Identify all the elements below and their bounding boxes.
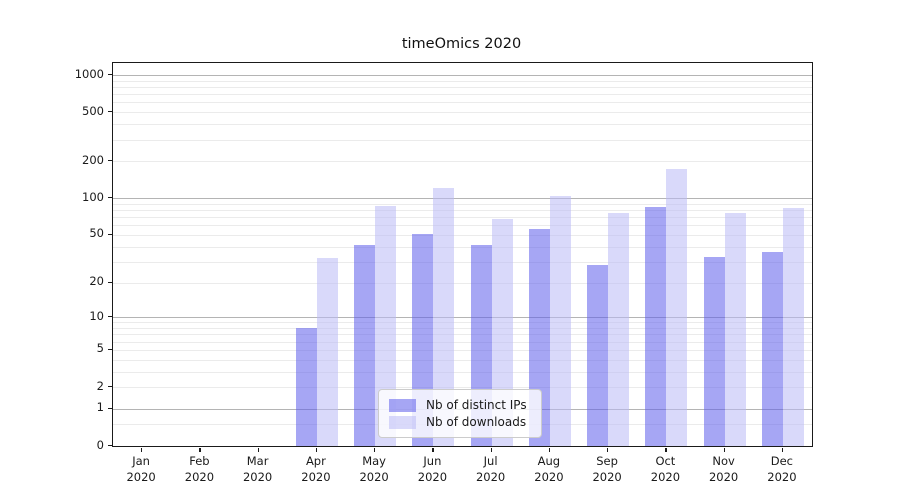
y-tick-mark xyxy=(108,316,112,318)
downloads-swatch xyxy=(389,415,416,429)
minor-gridline xyxy=(113,161,812,163)
x-tick-mark xyxy=(257,447,259,452)
y-tick-mark xyxy=(108,111,112,113)
downloads-bar-may xyxy=(375,206,397,446)
downloads-bar-aug xyxy=(549,195,571,446)
x-tick-mark xyxy=(374,447,376,452)
y-tick-mark xyxy=(108,281,112,283)
x-tick-mark xyxy=(199,447,201,452)
y-tick-label: 100 xyxy=(82,189,104,204)
minor-gridline xyxy=(113,234,812,236)
y-tick-label: 1000 xyxy=(74,66,104,81)
y-tick-mark xyxy=(108,407,112,409)
minor-gridline xyxy=(113,80,812,82)
y-tick-label: 0 xyxy=(96,437,104,452)
minor-gridline xyxy=(113,246,812,248)
y-tick-label: 20 xyxy=(89,274,104,288)
minor-gridline xyxy=(113,203,812,205)
distinct-ips-bar-dec xyxy=(761,252,783,446)
x-tick-label: Jul 2020 xyxy=(475,454,506,484)
minor-gridline xyxy=(113,225,812,227)
distinct-ips-swatch xyxy=(389,398,416,412)
x-tick-mark xyxy=(781,447,784,452)
y-tick-label: 500 xyxy=(82,103,104,118)
minor-gridline xyxy=(113,87,812,88)
x-tick-label: Dec 2020 xyxy=(767,454,797,484)
distinct-ips-bar-may xyxy=(354,245,376,446)
y-tick-mark xyxy=(108,348,112,350)
x-tick-label: Nov 2020 xyxy=(708,454,739,484)
y-tick-label: 1 xyxy=(96,400,104,415)
chart-title: timeOmics 2020 xyxy=(401,36,522,52)
minor-gridline xyxy=(113,102,812,104)
minor-gridline xyxy=(113,282,812,284)
distinct-ips-bar-apr xyxy=(295,328,317,446)
legend-label: Nb of distinct IPs xyxy=(426,398,527,412)
plot-area xyxy=(112,62,813,447)
x-tick-label: Jan 2020 xyxy=(126,454,156,484)
x-tick-label: Sep 2020 xyxy=(592,454,622,484)
minor-gridline xyxy=(113,124,812,126)
minor-gridline xyxy=(113,371,812,373)
minor-gridline xyxy=(113,349,812,351)
x-tick-mark xyxy=(141,447,143,452)
y-tick-mark xyxy=(108,160,112,162)
minor-gridline xyxy=(113,112,812,114)
x-tick-label: Apr 2020 xyxy=(301,454,331,484)
x-tick-label: Mar 2020 xyxy=(242,454,273,484)
minor-gridline xyxy=(113,334,812,336)
x-tick-mark xyxy=(548,447,551,452)
y-tick-label: 5 xyxy=(96,341,104,356)
downloads-bar-sep xyxy=(608,212,630,446)
x-tick-label: Oct 2020 xyxy=(650,454,681,484)
downloads-bar-apr xyxy=(316,258,338,446)
legend-label: Nb of downloads xyxy=(426,415,527,429)
y-tick-mark xyxy=(108,386,112,388)
minor-gridline xyxy=(113,341,812,343)
y-tick-label: 2 xyxy=(96,378,104,393)
y-tick-mark xyxy=(108,445,112,447)
major-gridline xyxy=(113,198,812,200)
x-tick-mark xyxy=(432,447,434,452)
legend-item-downloads: Nb of downloads xyxy=(387,415,533,429)
y-tick-mark xyxy=(108,233,112,236)
minor-gridline xyxy=(113,94,812,96)
minor-gridline xyxy=(113,261,812,263)
x-tick-label: May 2020 xyxy=(359,454,389,484)
x-tick-label: Jun 2020 xyxy=(417,454,448,484)
minor-gridline xyxy=(113,387,812,388)
downloads-bar-oct xyxy=(666,169,688,446)
x-tick-mark xyxy=(723,447,725,452)
legend-item-distinct-ips: Nb of distinct IPs xyxy=(387,398,533,412)
x-tick-mark xyxy=(315,447,318,452)
y-tick-label: 50 xyxy=(89,226,104,241)
downloads-bar-nov xyxy=(724,212,746,446)
major-gridline xyxy=(113,75,812,76)
y-tick-label: 200 xyxy=(82,152,104,167)
x-tick-mark xyxy=(665,447,667,452)
legend: Nb of distinct IPs Nb of downloads xyxy=(378,389,542,438)
major-gridline xyxy=(113,317,812,319)
minor-gridline xyxy=(113,210,812,211)
minor-gridline xyxy=(113,322,812,324)
x-tick-mark xyxy=(490,447,492,452)
y-tick-mark xyxy=(108,197,112,199)
x-tick-label: Aug 2020 xyxy=(534,454,564,484)
minor-gridline xyxy=(113,139,812,141)
y-tick-mark xyxy=(108,74,112,76)
x-tick-label: Feb 2020 xyxy=(184,454,215,484)
minor-gridline xyxy=(113,359,812,361)
distinct-ips-bar-nov xyxy=(703,256,725,446)
downloads-bar-jun xyxy=(433,187,455,446)
downloads-bar-dec xyxy=(782,208,804,446)
minor-gridline xyxy=(113,217,812,219)
distinct-ips-bar-sep xyxy=(587,265,609,446)
minor-gridline xyxy=(113,328,812,329)
x-tick-mark xyxy=(607,447,609,452)
distinct-ips-bar-oct xyxy=(645,207,667,446)
y-tick-label: 10 xyxy=(89,308,104,323)
